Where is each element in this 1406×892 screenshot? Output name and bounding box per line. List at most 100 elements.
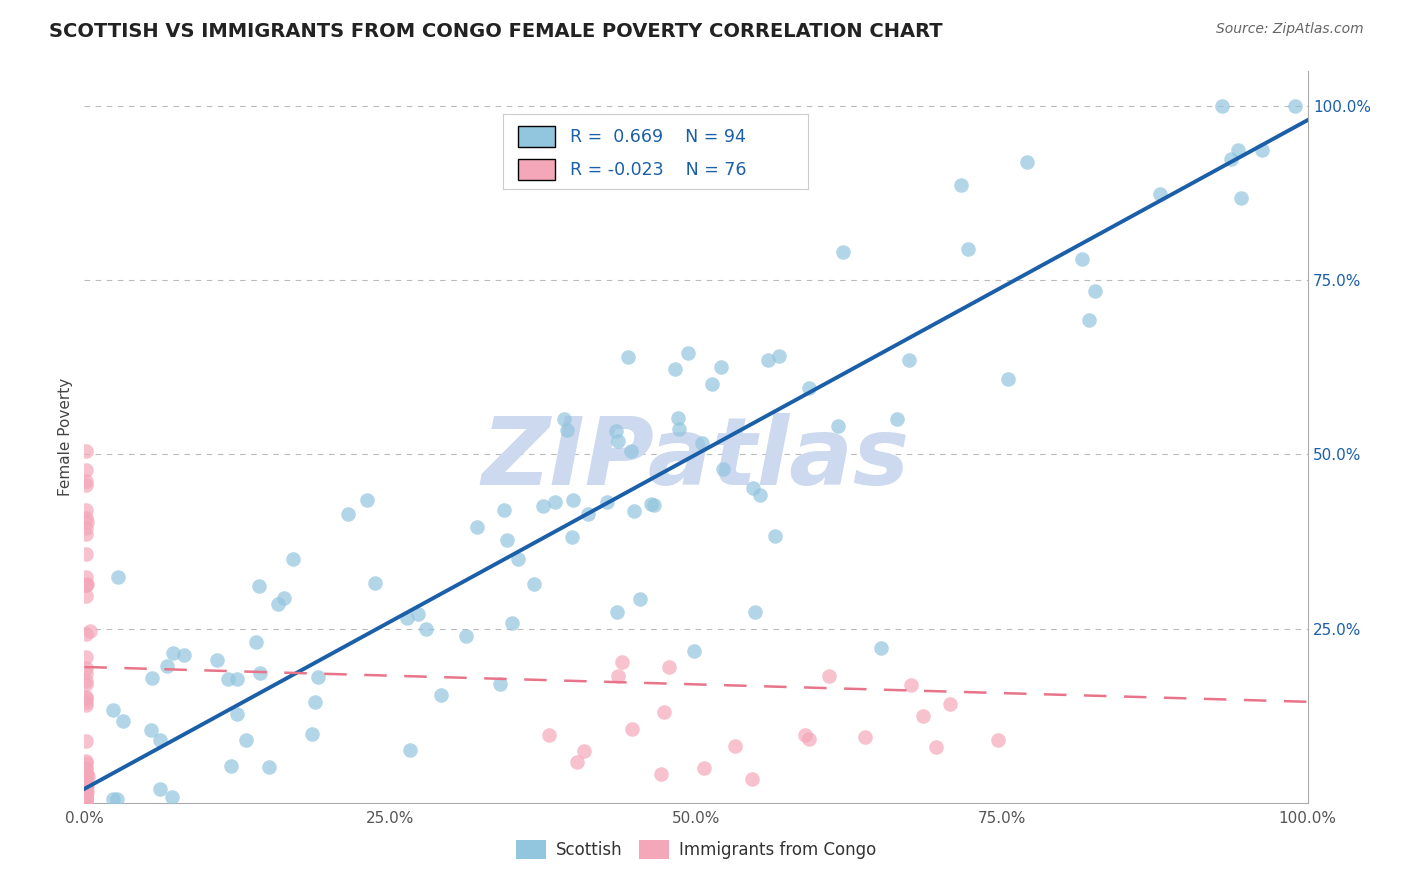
Point: [247, 578, 270, 592]
Point: [75, 478, 97, 492]
Point: [301, 727, 323, 741]
Point: [221, 759, 243, 773]
Point: [245, 635, 267, 649]
Point: [399, 743, 422, 757]
Point: [75, 626, 97, 640]
Point: [898, 352, 921, 367]
Point: [75, 793, 97, 807]
Point: [1250, 143, 1272, 157]
Point: [283, 551, 305, 566]
Point: [561, 530, 583, 544]
Point: [531, 499, 554, 513]
Point: [75, 776, 97, 790]
Point: [1017, 155, 1039, 169]
Point: [75, 510, 97, 524]
Point: [456, 629, 478, 643]
Point: [853, 731, 876, 745]
Point: [430, 688, 453, 702]
Point: [75, 690, 97, 705]
Point: [623, 504, 645, 518]
Point: [75, 761, 97, 775]
Point: [710, 359, 733, 374]
Point: [76, 577, 98, 591]
Point: [75, 784, 97, 798]
Point: [1211, 99, 1233, 113]
Point: [75, 778, 97, 792]
Point: [797, 731, 820, 746]
Point: [307, 670, 329, 684]
Point: [567, 755, 589, 769]
Point: [744, 605, 766, 619]
Point: [911, 709, 934, 723]
Point: [76, 515, 98, 529]
FancyBboxPatch shape: [517, 126, 554, 147]
Point: [75, 793, 97, 807]
Point: [75, 777, 97, 791]
Point: [620, 722, 643, 736]
Point: [756, 352, 779, 367]
Y-axis label: Female Poverty: Female Poverty: [58, 378, 73, 496]
Point: [666, 410, 689, 425]
Point: [75, 570, 97, 584]
Point: [75, 783, 97, 797]
Point: [257, 760, 280, 774]
Point: [467, 520, 489, 534]
Point: [676, 346, 699, 360]
Point: [555, 423, 578, 437]
Point: [711, 462, 734, 476]
Point: [226, 672, 249, 686]
Point: [1220, 152, 1243, 166]
Point: [75, 589, 97, 603]
Point: [799, 381, 821, 395]
Point: [489, 677, 512, 691]
Point: [79, 624, 101, 638]
Point: [794, 728, 817, 742]
Point: [75, 768, 97, 782]
Point: [494, 502, 516, 516]
Point: [235, 732, 257, 747]
Point: [572, 744, 595, 758]
Point: [75, 770, 97, 784]
Point: [620, 443, 643, 458]
Point: [1078, 312, 1101, 326]
Point: [75, 695, 97, 709]
Point: [768, 349, 790, 363]
Point: [578, 508, 600, 522]
Point: [957, 242, 980, 256]
Point: [149, 733, 172, 747]
Point: [495, 533, 517, 547]
Point: [612, 655, 634, 669]
Point: [543, 495, 565, 509]
Point: [249, 666, 271, 681]
Point: [561, 493, 583, 508]
Point: [75, 649, 97, 664]
Point: [75, 673, 97, 688]
Point: [160, 789, 183, 804]
Point: [605, 424, 627, 438]
Point: [75, 661, 97, 675]
Point: [101, 703, 124, 717]
Point: [75, 766, 97, 780]
Point: [77, 769, 100, 783]
Point: [149, 781, 172, 796]
Text: Source: ZipAtlas.com: Source: ZipAtlas.com: [1216, 22, 1364, 37]
Point: [111, 714, 134, 729]
Point: [363, 575, 385, 590]
Point: [900, 678, 922, 692]
Point: [75, 788, 97, 802]
Point: [205, 653, 228, 667]
Point: [75, 792, 97, 806]
Point: [406, 607, 429, 622]
Point: [75, 780, 97, 795]
Point: [818, 669, 841, 683]
Legend: Scottish, Immigrants from Congo: Scottish, Immigrants from Congo: [508, 831, 884, 868]
Point: [75, 756, 97, 771]
Point: [628, 591, 651, 606]
Point: [925, 740, 948, 755]
Point: [1084, 285, 1107, 299]
Point: [1149, 186, 1171, 201]
Point: [75, 665, 97, 680]
Point: [75, 527, 97, 541]
Point: [1230, 191, 1253, 205]
Point: [156, 659, 179, 673]
